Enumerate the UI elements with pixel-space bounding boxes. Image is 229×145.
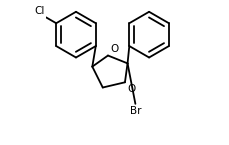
Text: Br: Br (130, 106, 141, 116)
Text: O: O (110, 44, 118, 54)
Text: Cl: Cl (34, 6, 45, 16)
Text: O: O (127, 84, 135, 94)
